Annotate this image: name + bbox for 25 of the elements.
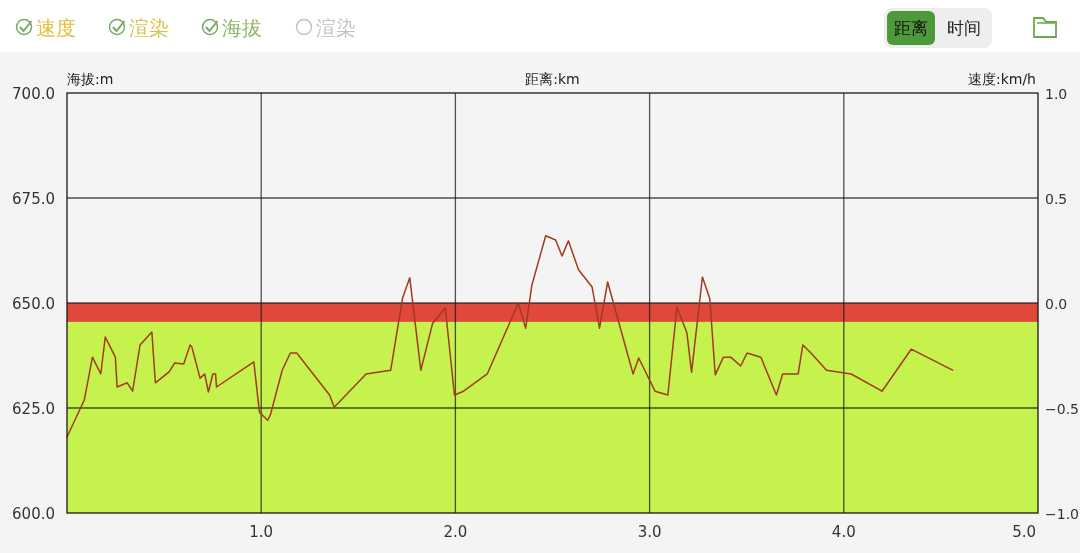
x-axis-title: 距离:km [525,71,580,87]
y-axis-title: 海拔:m [67,71,114,87]
x-tick-label: 5.0 [1012,523,1036,541]
text: 渲染 [129,16,169,40]
line-series [66,235,954,438]
y2-tick-label: −0.5 [1045,401,1079,417]
text: 时间 [947,18,981,38]
y-tick-label: 600.0 [12,505,55,523]
y2-tick-label: 0.0 [1045,296,1068,312]
y2-tick-label: 0.5 [1045,191,1068,207]
text: 渲染 [316,16,356,40]
y2-axis-title: 速度:km/h [967,71,1036,87]
x-tick-label: 1.0 [249,523,274,541]
text: 速度 [36,16,76,40]
text: 距离 [894,18,928,38]
text: 海拔 [222,16,262,40]
y-tick-label: 650.0 [12,295,55,313]
y-tick-label: 625.0 [12,400,55,418]
y-tick-label: 700.0 [12,85,55,103]
y2-tick-label: −1.0 [1045,506,1079,522]
x-tick-label: 3.0 [637,523,662,541]
x-tick-label: 4.0 [831,523,856,541]
x-tick-label: 2.0 [443,523,468,541]
y-tick-label: 675.0 [12,190,55,208]
y2-tick-label: 1.0 [1045,86,1068,102]
